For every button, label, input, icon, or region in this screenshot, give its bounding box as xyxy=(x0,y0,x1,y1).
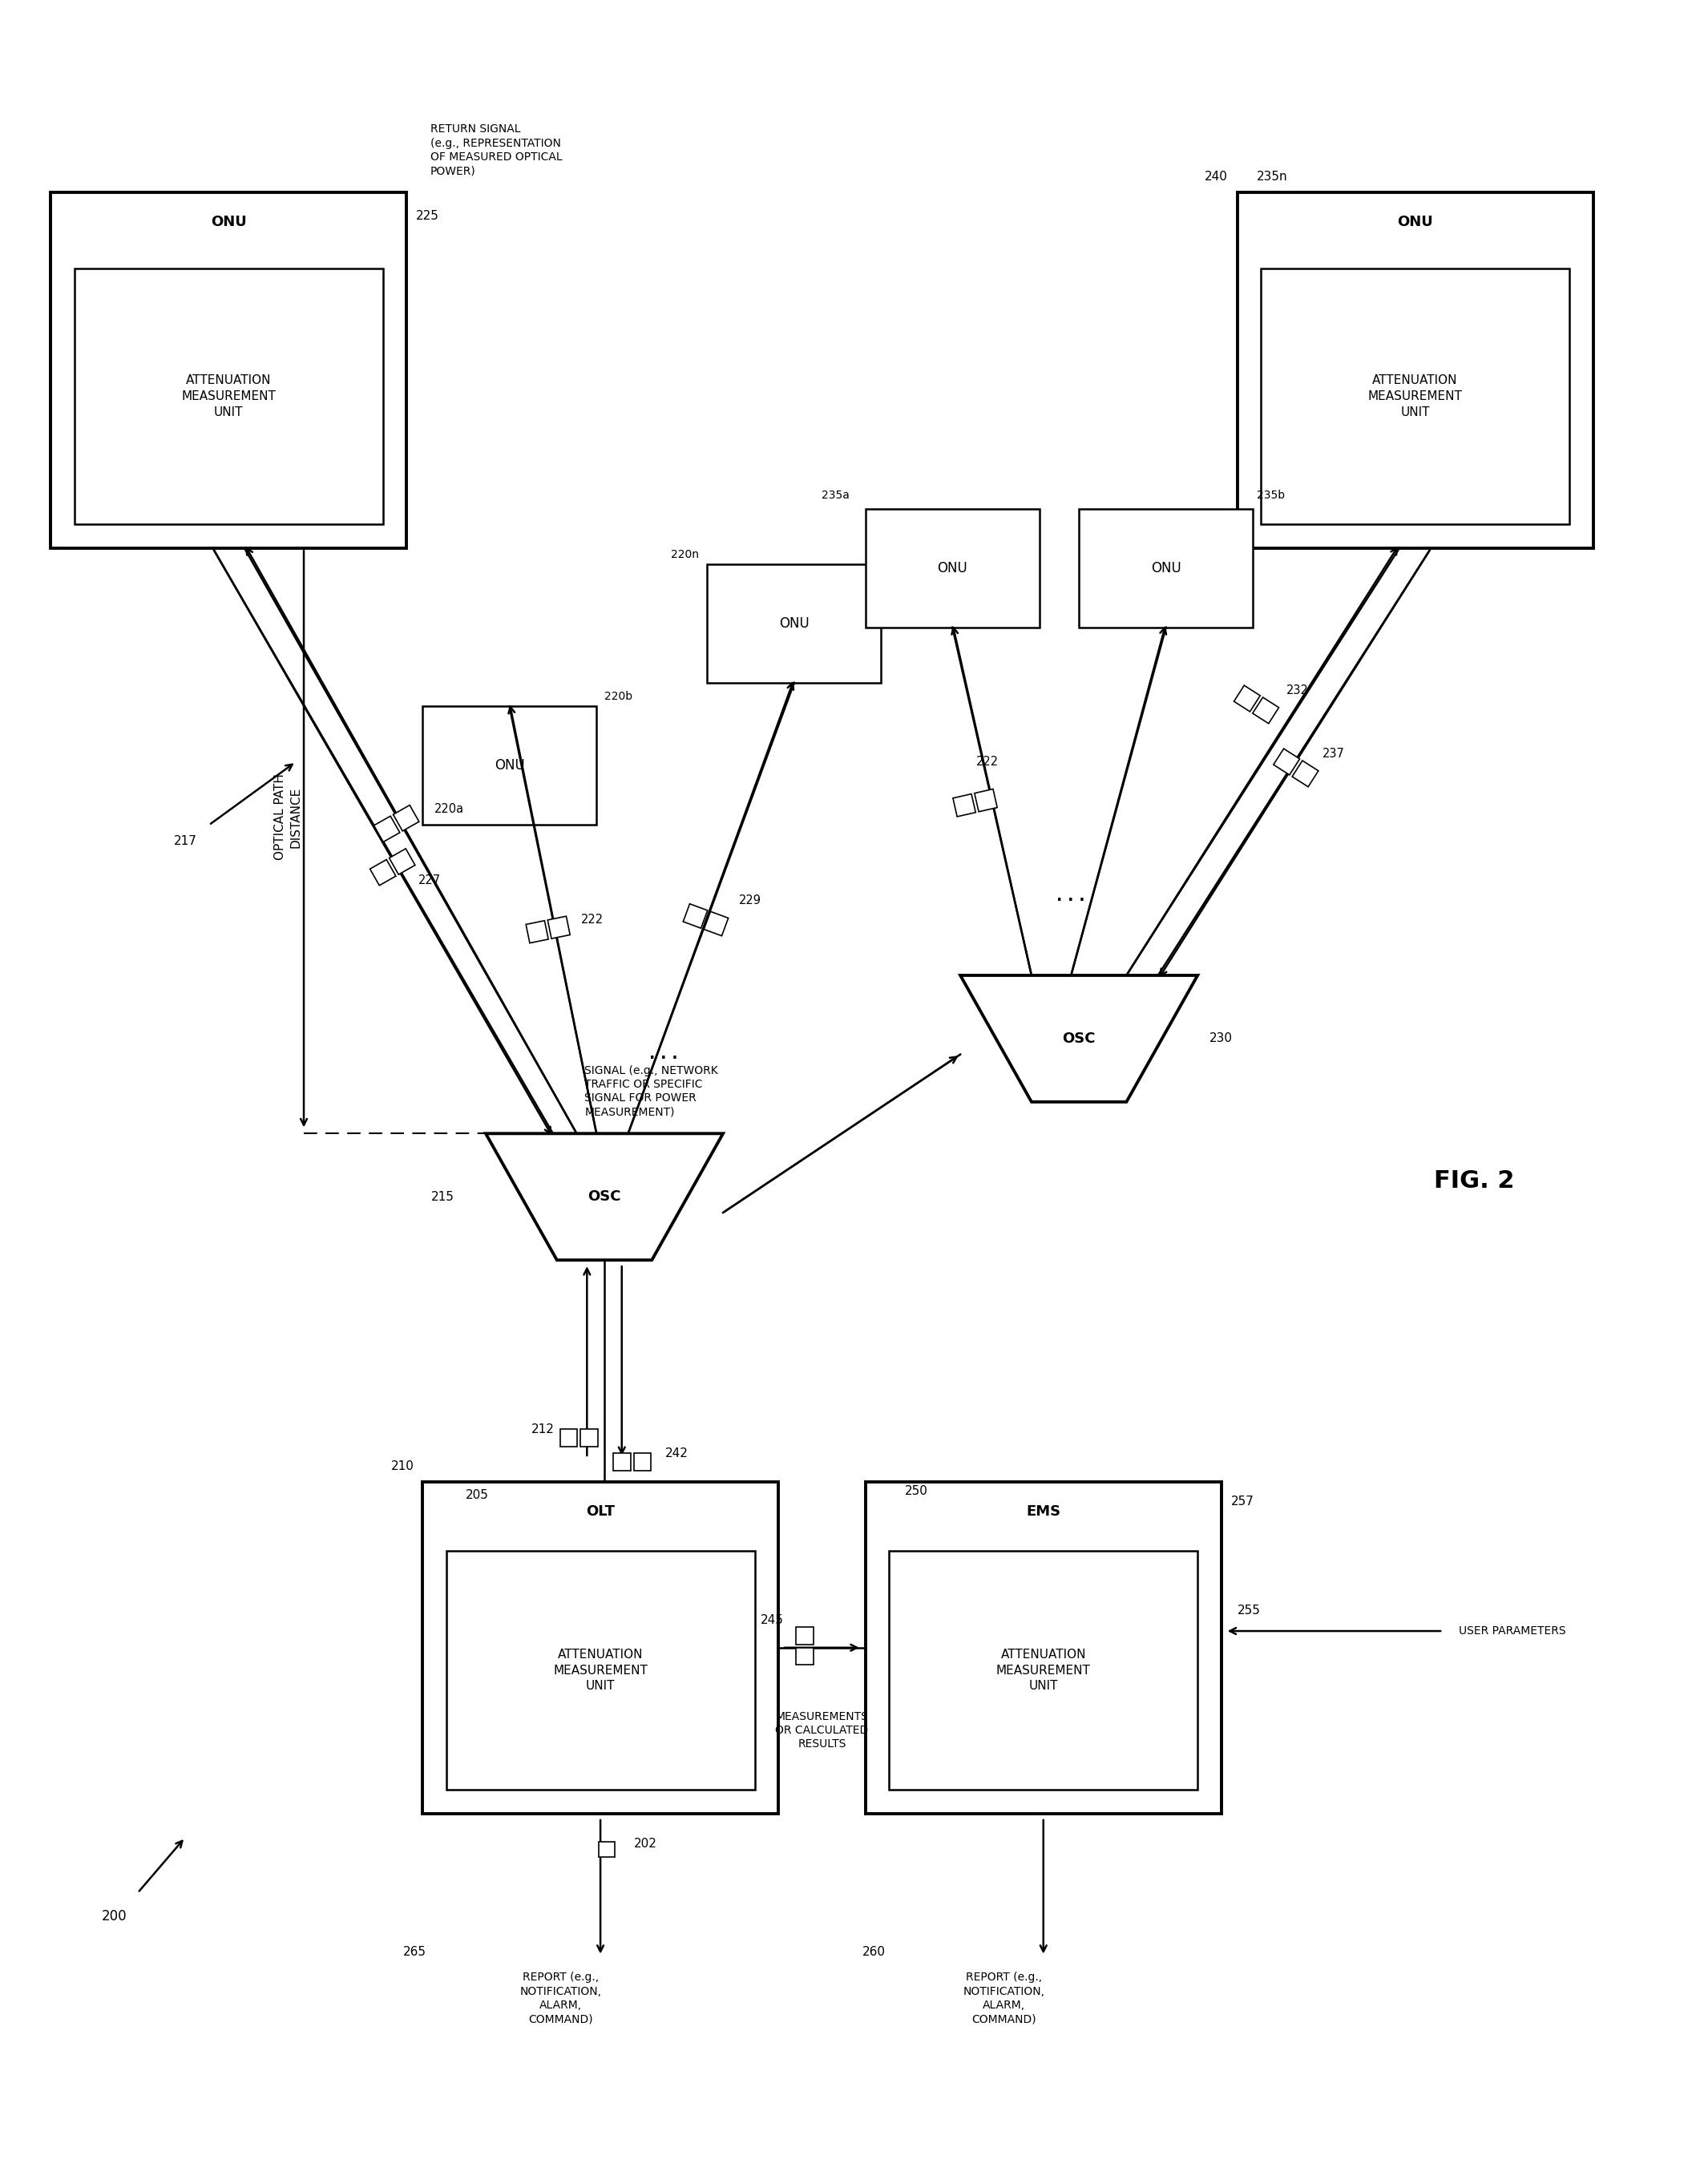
Text: 217: 217 xyxy=(173,834,197,847)
Text: 245: 245 xyxy=(762,1614,784,1625)
Polygon shape xyxy=(1253,697,1279,723)
FancyBboxPatch shape xyxy=(422,705,597,826)
Polygon shape xyxy=(1292,760,1318,786)
Text: ONU: ONU xyxy=(938,561,967,574)
Text: 215: 215 xyxy=(431,1190,455,1203)
Text: 222: 222 xyxy=(977,756,999,769)
Text: 222: 222 xyxy=(580,913,604,926)
Text: . . .: . . . xyxy=(1057,889,1085,904)
Text: 235a: 235a xyxy=(821,489,850,500)
Polygon shape xyxy=(548,917,570,939)
Text: FIG. 2: FIG. 2 xyxy=(1435,1168,1515,1192)
Text: 257: 257 xyxy=(1231,1496,1253,1507)
FancyBboxPatch shape xyxy=(446,1551,755,1791)
Text: MEASUREMENTS
OR CALCULATED
RESULTS: MEASUREMENTS OR CALCULATED RESULTS xyxy=(775,1710,868,1749)
Text: ONU: ONU xyxy=(1152,561,1180,574)
Polygon shape xyxy=(634,1452,651,1470)
Polygon shape xyxy=(953,795,975,817)
Text: REPORT (e.g.,
NOTIFICATION,
ALARM,
COMMAND): REPORT (e.g., NOTIFICATION, ALARM, COMMA… xyxy=(521,1972,602,2025)
Polygon shape xyxy=(975,788,997,812)
Text: 220n: 220n xyxy=(672,548,699,559)
FancyBboxPatch shape xyxy=(707,563,882,684)
FancyBboxPatch shape xyxy=(1260,269,1569,524)
FancyBboxPatch shape xyxy=(865,509,1040,627)
Text: 220b: 220b xyxy=(604,692,633,703)
Polygon shape xyxy=(370,860,395,885)
Text: 260: 260 xyxy=(862,1946,885,1959)
Text: ONU: ONU xyxy=(1398,216,1433,229)
Text: ONU: ONU xyxy=(494,758,524,773)
Text: SIGNAL (e.g., NETWORK
TRAFFIC OR SPECIFIC
SIGNAL FOR POWER
MEASUREMENT): SIGNAL (e.g., NETWORK TRAFFIC OR SPECIFI… xyxy=(585,1066,717,1118)
Text: 220a: 220a xyxy=(434,804,465,815)
Polygon shape xyxy=(485,1133,722,1260)
Text: 255: 255 xyxy=(1236,1605,1260,1616)
Polygon shape xyxy=(560,1428,577,1446)
Text: OLT: OLT xyxy=(587,1505,616,1518)
Text: 265: 265 xyxy=(404,1946,426,1959)
Text: ATTENUATION
MEASUREMENT
UNIT: ATTENUATION MEASUREMENT UNIT xyxy=(553,1649,648,1693)
Text: OSC: OSC xyxy=(589,1190,621,1203)
Text: . . .: . . . xyxy=(650,1046,678,1061)
Text: 229: 229 xyxy=(739,893,762,906)
Text: ATTENUATION
MEASUREMENT
UNIT: ATTENUATION MEASUREMENT UNIT xyxy=(996,1649,1091,1693)
FancyBboxPatch shape xyxy=(422,1481,778,1813)
Polygon shape xyxy=(704,911,728,937)
Text: RETURN SIGNAL
(e.g., REPRESENTATION
OF MEASURED OPTICAL
POWER): RETURN SIGNAL (e.g., REPRESENTATION OF M… xyxy=(431,124,563,177)
Polygon shape xyxy=(580,1428,599,1446)
FancyBboxPatch shape xyxy=(51,192,407,548)
Polygon shape xyxy=(612,1452,631,1470)
Text: 242: 242 xyxy=(665,1448,689,1459)
Text: 210: 210 xyxy=(392,1461,414,1472)
FancyBboxPatch shape xyxy=(889,1551,1197,1791)
FancyBboxPatch shape xyxy=(865,1481,1221,1813)
Text: EMS: EMS xyxy=(1026,1505,1060,1518)
FancyBboxPatch shape xyxy=(1079,509,1253,627)
Polygon shape xyxy=(1274,749,1299,775)
Text: 205: 205 xyxy=(466,1489,488,1500)
Polygon shape xyxy=(388,850,416,874)
Text: 237: 237 xyxy=(1323,747,1345,760)
Text: REPORT (e.g.,
NOTIFICATION,
ALARM,
COMMAND): REPORT (e.g., NOTIFICATION, ALARM, COMMA… xyxy=(963,1972,1045,2025)
Text: 200: 200 xyxy=(102,1909,127,1924)
Text: 202: 202 xyxy=(634,1837,656,1850)
Text: 212: 212 xyxy=(531,1424,555,1435)
Polygon shape xyxy=(795,1627,812,1645)
Text: 235n: 235n xyxy=(1257,170,1287,183)
Text: 230: 230 xyxy=(1209,1033,1233,1044)
Text: USER PARAMETERS: USER PARAMETERS xyxy=(1459,1625,1565,1636)
Text: OPTICAL PATH
DISTANCE: OPTICAL PATH DISTANCE xyxy=(275,773,302,860)
FancyBboxPatch shape xyxy=(1236,192,1593,548)
Polygon shape xyxy=(526,922,548,943)
Text: ONU: ONU xyxy=(210,216,246,229)
Polygon shape xyxy=(373,817,400,843)
Text: 232: 232 xyxy=(1287,684,1309,697)
Polygon shape xyxy=(795,1647,812,1664)
Text: 235b: 235b xyxy=(1257,489,1286,500)
Text: ONU: ONU xyxy=(778,616,809,631)
Text: ATTENUATION
MEASUREMENT
UNIT: ATTENUATION MEASUREMENT UNIT xyxy=(1369,373,1462,419)
Polygon shape xyxy=(393,806,419,832)
Polygon shape xyxy=(683,904,707,928)
Text: ATTENUATION
MEASUREMENT
UNIT: ATTENUATION MEASUREMENT UNIT xyxy=(181,373,276,419)
Text: OSC: OSC xyxy=(1062,1031,1096,1046)
Text: 225: 225 xyxy=(416,210,439,223)
Text: 250: 250 xyxy=(906,1485,928,1498)
Text: 227: 227 xyxy=(419,874,441,887)
Polygon shape xyxy=(599,1841,614,1856)
Polygon shape xyxy=(1235,686,1260,712)
Text: 240: 240 xyxy=(1204,170,1228,183)
FancyBboxPatch shape xyxy=(75,269,383,524)
Polygon shape xyxy=(960,976,1197,1103)
